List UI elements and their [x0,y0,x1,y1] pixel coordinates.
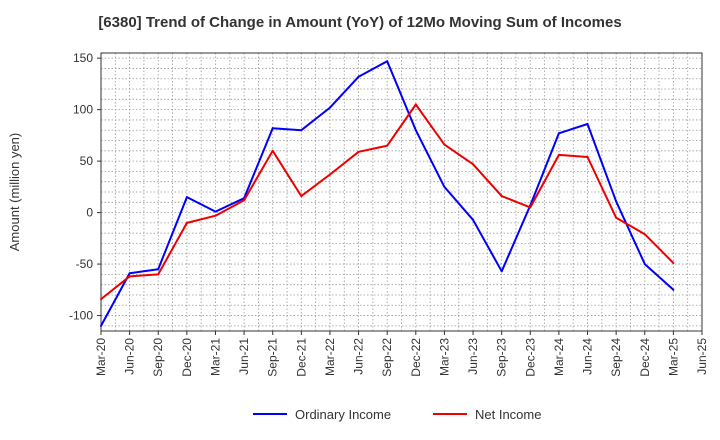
data-point [128,272,131,275]
data-point [185,196,188,199]
x-tick-label: Mar-20 [94,338,108,376]
data-point [157,273,160,276]
data-point [643,263,646,266]
data-point [243,199,246,202]
y-tick-label: 50 [80,154,94,168]
data-point [500,195,503,198]
data-point [357,75,360,78]
x-tick-label: Sep-22 [380,338,394,377]
x-tick-label: Jun-25 [695,338,709,375]
y-tick-label: 100 [73,103,93,117]
data-point [386,60,389,63]
data-point [615,200,618,203]
data-point [672,262,675,265]
data-point [328,173,331,176]
legend-label: Ordinary Income [295,407,391,422]
data-point [185,221,188,224]
x-tick-label: Sep-21 [266,338,280,377]
data-point [443,143,446,146]
x-tick-label: Mar-23 [437,338,451,376]
data-point [643,233,646,236]
data-point [472,163,475,166]
x-tick-label: Mar-25 [666,338,680,376]
data-point [586,155,589,158]
x-tick-label: Mar-22 [323,338,337,376]
x-tick-label: Jun-20 [123,338,137,375]
y-tick-label: -100 [69,309,93,323]
data-point [357,150,360,153]
x-tick-label: Sep-20 [151,338,165,377]
y-tick-label: -50 [76,257,94,271]
x-tick-label: Jun-21 [237,338,251,375]
data-point [414,129,417,132]
data-point [300,129,303,132]
x-tick-label: Jun-23 [466,338,480,375]
data-point [386,144,389,147]
x-tick-label: Mar-21 [208,338,222,376]
y-tick-label: 0 [86,206,93,220]
y-axis-title: Amount (million yen) [7,133,22,252]
data-point [271,149,274,152]
data-point [443,185,446,188]
data-point [300,195,303,198]
legend-label: Net Income [475,407,541,422]
data-point [100,298,102,301]
x-tick-label: Sep-23 [495,338,509,377]
x-tick-label: Dec-21 [294,338,308,377]
data-point [414,103,417,106]
plot-border [100,52,703,332]
data-point [100,324,102,327]
x-tick-label: Jun-22 [352,338,366,375]
data-point [128,275,131,278]
data-point [500,270,503,273]
x-tick-label: Sep-24 [609,338,623,377]
data-point [529,206,532,209]
x-tick-label: Dec-22 [409,338,423,377]
y-tick-label: 150 [73,51,93,65]
x-tick-label: Dec-20 [180,338,194,377]
data-point [615,216,618,219]
x-tick-label: Dec-23 [523,338,537,377]
data-point [472,218,475,221]
data-point [214,214,217,217]
data-point [557,132,560,135]
data-point [271,127,274,130]
data-point [214,210,217,213]
data-point [328,106,331,109]
x-tick-label: Jun-24 [581,338,595,375]
data-point [586,123,589,126]
data-point [557,153,560,156]
data-point [157,268,160,271]
data-point [672,288,675,291]
x-tick-label: Mar-24 [552,338,566,376]
x-tick-label: Dec-24 [638,338,652,377]
chart-title: [6380] Trend of Change in Amount (YoY) o… [98,14,622,31]
